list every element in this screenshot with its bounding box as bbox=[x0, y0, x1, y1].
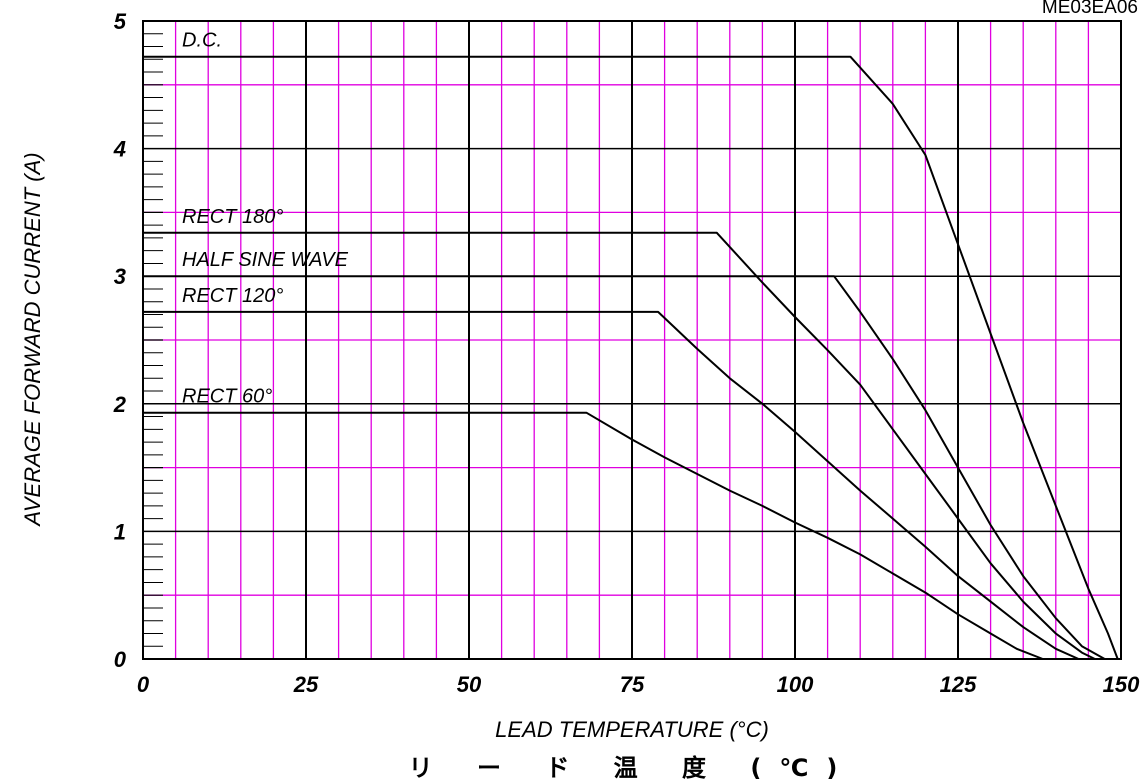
series-line-rect-60 bbox=[143, 411, 1044, 660]
series-line-d-c bbox=[143, 55, 1119, 660]
series-label-half-sine-wave: HALF SINE WAVE bbox=[182, 249, 349, 271]
figure-code: ME03EA06 bbox=[1042, 0, 1138, 18]
x-tick-label: 50 bbox=[457, 672, 482, 697]
x-tick-label: 100 bbox=[777, 672, 814, 697]
y-tick-marks bbox=[143, 33, 163, 647]
x-tick-label: 75 bbox=[620, 672, 645, 697]
y-tick-label: 5 bbox=[114, 9, 127, 34]
x-axis-title-japanese: リ ー ド 温 度 (℃) bbox=[409, 754, 856, 781]
x-tick-label: 125 bbox=[940, 672, 977, 697]
y-tick-label: 1 bbox=[114, 519, 126, 544]
series-lines bbox=[143, 55, 1119, 660]
x-tick-label: 150 bbox=[1103, 672, 1140, 697]
series-label-rect-60: RECT 60° bbox=[182, 386, 272, 408]
y-axis-title: AVERAGE FORWARD CURRENT (A) bbox=[20, 152, 45, 527]
x-tick-label: 0 bbox=[137, 672, 150, 697]
series-line-half-sine-wave bbox=[143, 275, 1106, 660]
series-label-rect-180: RECT 180° bbox=[182, 206, 283, 228]
y-tick-label: 3 bbox=[114, 264, 126, 289]
x-tick-label: 25 bbox=[293, 672, 319, 697]
tick-labels: 0 25 50 75 100 125 150 0 1 2 3 4 5 bbox=[113, 9, 1140, 697]
plot-frame bbox=[142, 20, 1122, 660]
x-axis-title: LEAD TEMPERATURE (°C) bbox=[495, 717, 769, 742]
y-tick-label: 2 bbox=[113, 392, 127, 417]
series-label-d-c: D.C. bbox=[182, 30, 222, 52]
y-tick-label: 4 bbox=[113, 137, 126, 162]
series-labels: D.C. RECT 180° HALF SINE WAVE RECT 120° RECT… bbox=[182, 30, 349, 408]
series-label-rect-120: RECT 120° bbox=[182, 285, 283, 307]
series-line-rect-180 bbox=[143, 231, 1096, 660]
y-tick-label: 0 bbox=[114, 647, 127, 672]
series-line-rect-120 bbox=[143, 310, 1080, 660]
